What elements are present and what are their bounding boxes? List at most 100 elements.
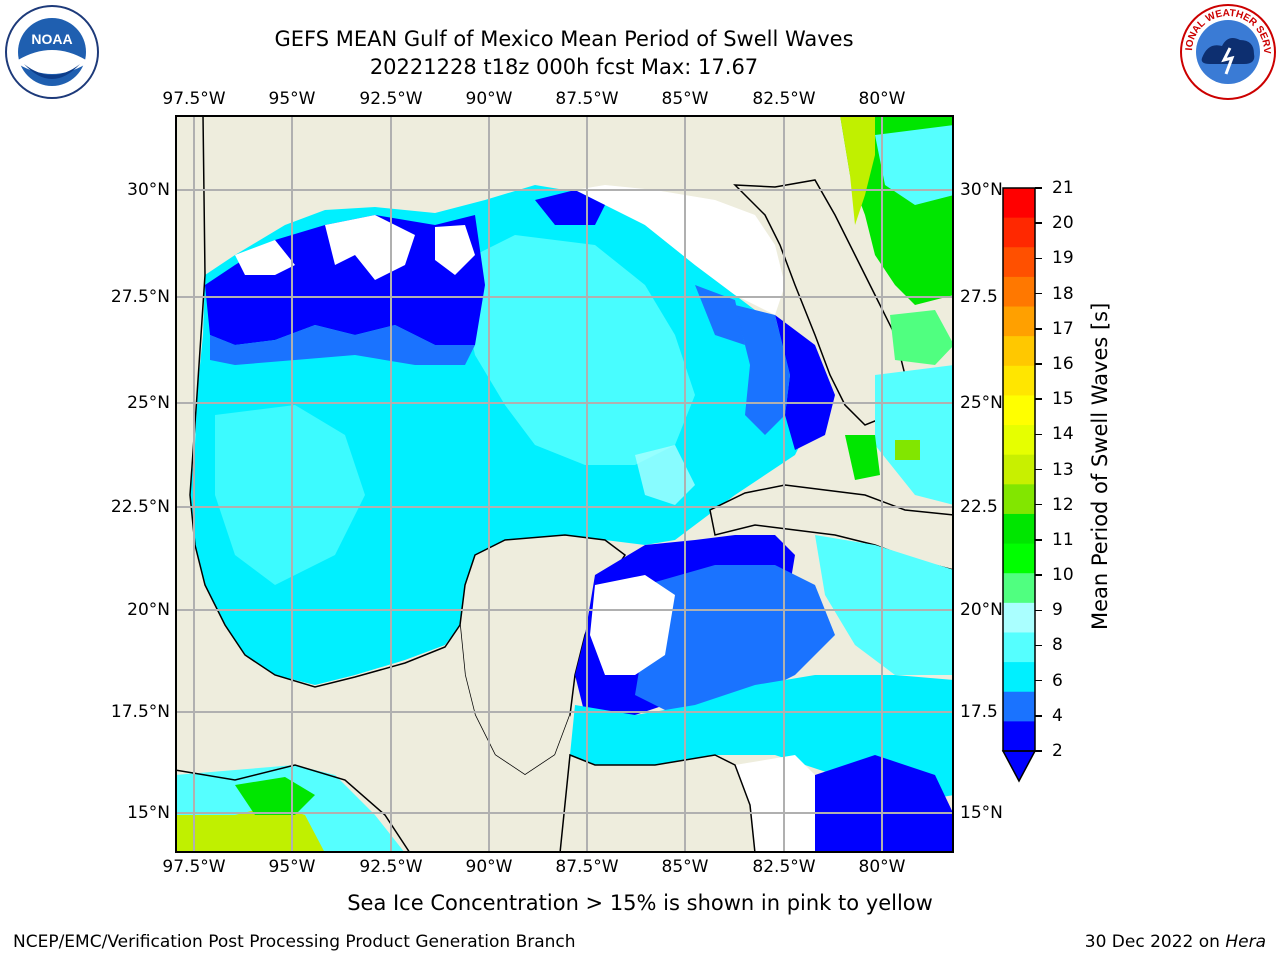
colorbar-tick-mark: [1035, 539, 1042, 541]
nws-logo: NATIONAL WEATHER SERVICE: [1174, 0, 1278, 102]
colorbar-tick-mark: [1035, 609, 1042, 611]
gulf-light-patch-2: [215, 405, 365, 585]
colorbar-tick-mark: [1035, 574, 1042, 576]
colorbar-segment: [1003, 721, 1035, 752]
colorbar-tick-label: 21: [1052, 178, 1074, 198]
lon-label-bottom: 82.5°W: [752, 857, 816, 877]
lat-label-right: 30°N: [960, 180, 1003, 200]
map-grid: [175, 115, 954, 853]
caribbean-blue-se: [815, 755, 954, 853]
noaa-logo: NOAA: [4, 4, 100, 100]
colorbar-tick-label: 8: [1052, 635, 1063, 656]
colorbar-tick-label: 18: [1052, 283, 1074, 304]
lat-label-right: 27.5: [960, 287, 998, 307]
colorbar-tick-label: 10: [1052, 565, 1074, 586]
chart-title-line1: GEFS MEAN Gulf of Mexico Mean Period of …: [274, 27, 854, 51]
colorbar-segment: [1003, 395, 1035, 426]
chart-title-line2: 20221228 t18z 000h fcst Max: 17.67: [369, 55, 759, 79]
nodata-north-1: [325, 215, 415, 280]
lon-label-bottom: 92.5°W: [359, 857, 423, 877]
colorbar-tick-label: 4: [1052, 705, 1063, 726]
colorbar-tick-label: 15: [1052, 389, 1074, 410]
colorbar-segment: [1003, 336, 1035, 367]
map-frame: [175, 115, 954, 853]
lon-label-top: 87.5°W: [555, 89, 619, 109]
lon-label-bottom: 80°W: [858, 857, 906, 877]
colorbar-segment: [1003, 691, 1035, 722]
atlantic-light: [875, 125, 954, 205]
colorbar-segment: [1003, 247, 1035, 278]
colorbar-title: Mean Period of Swell Waves [s]: [1088, 302, 1112, 630]
colorbar-tick-label: 19: [1052, 248, 1074, 269]
colorbar-segment: [1003, 543, 1035, 574]
colorbar-tick-mark: [1035, 328, 1042, 330]
colorbar-tick-label: 13: [1052, 459, 1074, 480]
gulf-blue-east: [775, 315, 835, 450]
lat-label-right: 17.5: [960, 702, 998, 722]
lon-label-top: 92.5°W: [359, 89, 423, 109]
lon-label-bottom: 97.5°W: [162, 857, 226, 877]
colorbar-segment: [1003, 632, 1035, 663]
lon-label-top: 90°W: [465, 89, 513, 109]
colorbar-tick-label: 14: [1052, 424, 1074, 445]
colorbar-tick-mark: [1035, 679, 1042, 682]
lon-label-top: 95°W: [268, 89, 316, 109]
atlantic-light-2: [875, 365, 954, 505]
nodata-north-3: [235, 240, 295, 275]
gulf-mid-north: [210, 325, 475, 365]
colorbar-tick-label: 9: [1052, 600, 1063, 621]
colorbar-tick-mark: [1035, 644, 1042, 647]
footer-left: NCEP/EMC/Verification Post Processing Pr…: [13, 932, 576, 952]
lon-label-top: 97.5°W: [162, 89, 226, 109]
colorbar-segment: [1003, 662, 1035, 693]
lon-label-bottom: 85°W: [661, 857, 709, 877]
lat-label-right: 15°N: [960, 803, 1003, 823]
colorbar-tick-mark: [1035, 503, 1042, 506]
colorbar-tick-label: 16: [1052, 353, 1074, 374]
sea-ice-note: Sea Ice Concentration > 15% is shown in …: [347, 891, 933, 915]
atlantic-yellowgreen: [840, 115, 875, 225]
pacific-green: [235, 777, 315, 815]
map-plot: [175, 115, 954, 853]
lat-label-left: 30°N: [127, 180, 170, 200]
nodata-ne-gulf: [575, 185, 785, 315]
lat-label-right: 20°N: [960, 600, 1003, 620]
lon-label-bottom: 95°W: [268, 857, 316, 877]
central-america-land: [559, 753, 756, 853]
colorbar-segment: [1003, 306, 1035, 337]
colorbar-tick-mark: [1035, 363, 1042, 365]
lon-label-top: 85°W: [661, 89, 709, 109]
colorbar-tick-label: 2: [1052, 741, 1063, 761]
colorbar-tick-mark: [1035, 750, 1042, 752]
gulf-light-patch: [455, 235, 695, 465]
caribbean-nodata: [590, 575, 675, 675]
colorbar-segment: [1003, 454, 1035, 485]
pacific-coast: [175, 764, 411, 853]
footer-date: 30 Dec 2022 on: [1084, 932, 1226, 952]
colorbar-tick-mark: [1035, 292, 1042, 295]
noaa-logo-text: NOAA: [31, 31, 72, 47]
lon-label-bottom: 90°W: [465, 857, 513, 877]
colorbar-tick-mark: [1035, 187, 1042, 189]
nodata-north-2: [435, 225, 475, 275]
lat-label-right: 22.5: [960, 497, 998, 517]
colorbar-tick-label: 6: [1052, 670, 1063, 691]
lon-label-top: 82.5°W: [752, 89, 816, 109]
colorbar-segment: [1003, 573, 1035, 604]
colorbar-tick-label: 20: [1052, 213, 1074, 234]
footer-right: 30 Dec 2022 on Hera: [1085, 932, 1266, 952]
colorbar-tick-mark: [1035, 222, 1042, 224]
colorbar-tick-mark: [1035, 398, 1042, 400]
colorbar-tick-label: 12: [1052, 494, 1074, 515]
colorbar-segment: [1003, 602, 1035, 633]
bahamas-green-2: [895, 440, 920, 460]
colorbar-tick-mark: [1035, 257, 1042, 260]
colorbar-segment: [1003, 513, 1035, 545]
mexico-coast: [189, 115, 461, 688]
lon-label-bottom: 87.5°W: [555, 857, 619, 877]
caribbean-light: [815, 535, 954, 675]
colorbar-tick-label: 11: [1052, 529, 1074, 550]
lon-label-top: 80°W: [858, 89, 906, 109]
lat-label-left: 17.5°N: [110, 702, 170, 722]
lat-label-left: 22.5°N: [110, 497, 170, 517]
